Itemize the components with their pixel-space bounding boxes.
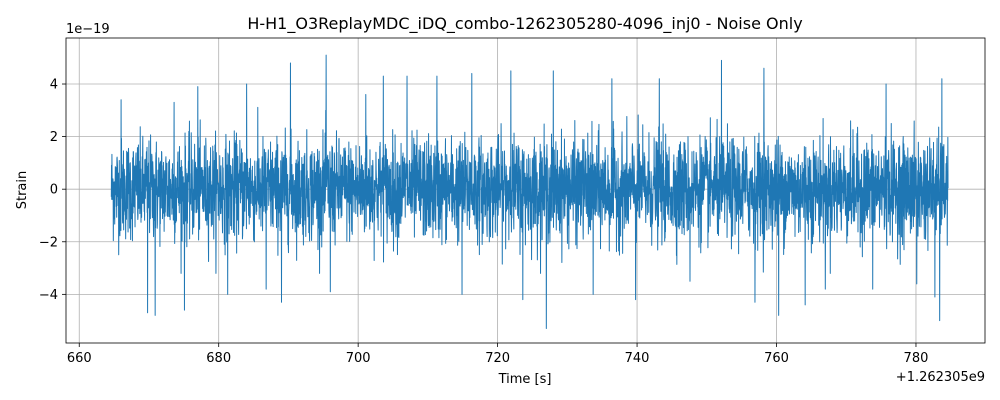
chart-title: H-H1_O3ReplayMDC_iDQ_combo-1262305280-40… — [247, 14, 802, 34]
y-axis-label: Strain — [15, 171, 30, 210]
strain-series-line — [110, 54, 949, 330]
series-strain — [110, 54, 949, 330]
x-tick-label: 660 — [67, 351, 92, 366]
x-tick-label: 700 — [346, 351, 371, 366]
x-tick-label: 680 — [206, 351, 231, 366]
y-tick-label: −4 — [39, 288, 58, 303]
y-tick-label: 4 — [50, 78, 58, 93]
x-tick-label: 780 — [904, 351, 929, 366]
x-tick-label: 720 — [485, 351, 510, 366]
plot-frame — [65, 37, 986, 344]
y-scale-label: 1e−19 — [66, 22, 110, 37]
x-tick-label: 740 — [625, 351, 650, 366]
y-tick-label: 2 — [50, 130, 58, 145]
x-tick-label: 760 — [764, 351, 789, 366]
ticks: 660 680 700 720 740 760 780 −4 −2 0 2 4 — [39, 78, 929, 366]
x-offset-label: +1.262305e9 — [896, 370, 985, 385]
x-axis-label: Time [s] — [498, 372, 552, 387]
y-tick-label: −2 — [39, 235, 58, 250]
y-tick-label: 0 — [50, 183, 58, 198]
